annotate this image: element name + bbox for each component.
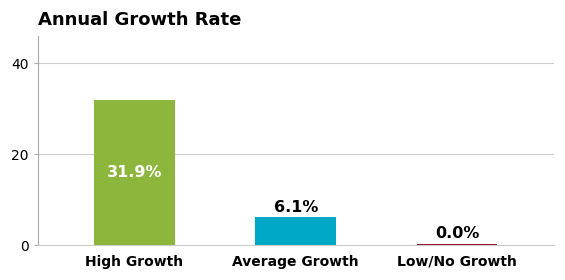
Text: 6.1%: 6.1% <box>273 200 318 215</box>
Bar <box>417 244 497 245</box>
Text: 0.0%: 0.0% <box>435 226 479 241</box>
Bar <box>94 100 175 245</box>
Text: 31.9%: 31.9% <box>107 165 162 180</box>
Bar <box>255 218 336 245</box>
Text: Annual Growth Rate: Annual Growth Rate <box>38 11 241 29</box>
